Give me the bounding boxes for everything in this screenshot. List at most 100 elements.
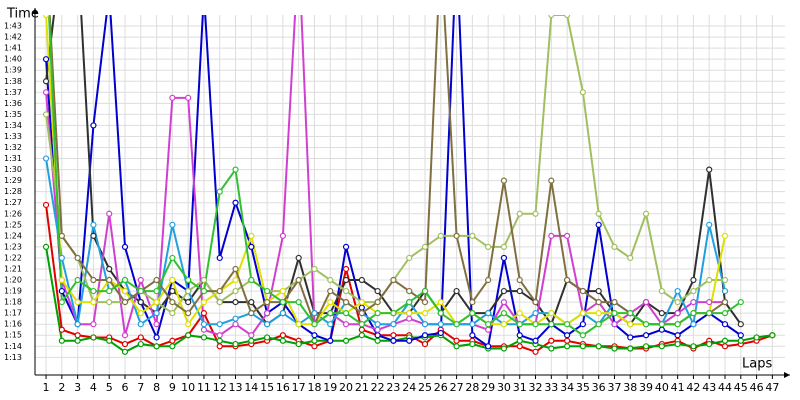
data-point bbox=[658, 326, 665, 333]
data-point bbox=[611, 299, 618, 306]
data-point bbox=[169, 310, 176, 317]
x-tick-label: 16 bbox=[276, 381, 290, 394]
data-point bbox=[74, 337, 81, 344]
data-point bbox=[706, 221, 713, 228]
x-tick-label: 5 bbox=[106, 381, 113, 394]
data-point bbox=[153, 321, 160, 328]
data-point bbox=[58, 299, 65, 306]
data-point bbox=[74, 332, 81, 339]
x-tick-label: 33 bbox=[544, 381, 558, 394]
x-tick-label: 28 bbox=[465, 381, 479, 394]
data-point bbox=[532, 210, 539, 217]
data-point bbox=[216, 337, 223, 344]
data-point bbox=[437, 232, 444, 239]
data-point bbox=[406, 299, 413, 306]
data-point bbox=[658, 343, 665, 350]
data-point bbox=[516, 310, 523, 317]
data-point bbox=[74, 299, 81, 306]
data-point bbox=[516, 337, 523, 344]
y-tick-label: 1:31 bbox=[4, 154, 22, 163]
data-point bbox=[658, 310, 665, 317]
data-point bbox=[627, 321, 634, 328]
data-point bbox=[564, 15, 571, 19]
data-point bbox=[200, 287, 208, 295]
data-point bbox=[737, 332, 744, 339]
data-point bbox=[169, 254, 176, 262]
x-tick-label: 44 bbox=[718, 381, 732, 394]
data-point bbox=[642, 343, 650, 350]
data-point bbox=[200, 310, 208, 317]
data-point bbox=[469, 332, 476, 339]
data-point bbox=[532, 321, 539, 328]
data-point bbox=[721, 310, 729, 317]
x-tick-label: 47 bbox=[765, 381, 779, 394]
data-point bbox=[121, 287, 129, 295]
data-point bbox=[500, 243, 508, 251]
data-point bbox=[200, 299, 208, 306]
data-point bbox=[421, 332, 429, 339]
data-point bbox=[674, 287, 681, 295]
data-point bbox=[311, 337, 318, 344]
data-point bbox=[564, 337, 571, 344]
data-point bbox=[516, 343, 523, 350]
y-tick-label: 1:19 bbox=[4, 287, 22, 296]
data-point bbox=[611, 321, 618, 328]
data-point bbox=[469, 321, 476, 328]
data-point bbox=[721, 321, 729, 328]
data-point bbox=[500, 321, 508, 328]
data-point bbox=[658, 287, 665, 295]
data-point bbox=[216, 332, 223, 339]
data-point bbox=[721, 232, 729, 239]
data-point bbox=[358, 332, 365, 339]
data-point bbox=[153, 276, 160, 284]
data-point bbox=[279, 337, 286, 344]
data-point bbox=[232, 199, 239, 206]
data-point bbox=[642, 299, 650, 306]
x-tick-label: 32 bbox=[529, 381, 543, 394]
data-point bbox=[690, 299, 697, 306]
data-point bbox=[453, 343, 460, 350]
data-point bbox=[279, 299, 286, 306]
y-tick-label: 1:39 bbox=[4, 66, 22, 75]
series-line bbox=[45, 15, 725, 315]
data-point bbox=[358, 299, 365, 306]
data-point bbox=[58, 326, 65, 333]
data-point bbox=[516, 276, 523, 284]
data-point bbox=[295, 299, 302, 306]
data-point bbox=[342, 337, 350, 344]
data-point bbox=[595, 321, 602, 328]
x-tick-label: 43 bbox=[702, 381, 716, 394]
data-point bbox=[248, 299, 255, 306]
data-point bbox=[42, 56, 50, 63]
data-point bbox=[121, 340, 129, 348]
data-point bbox=[106, 276, 113, 284]
y-axis-title: Time bbox=[6, 7, 39, 22]
y-tick-label: 1:37 bbox=[4, 88, 22, 97]
data-point bbox=[595, 299, 602, 306]
x-tick-label: 14 bbox=[244, 381, 258, 394]
data-point bbox=[327, 337, 334, 344]
data-point bbox=[406, 310, 413, 317]
data-point bbox=[264, 310, 271, 317]
data-point bbox=[374, 326, 381, 333]
data-point bbox=[311, 265, 318, 273]
y-tick-label: 1:26 bbox=[4, 209, 22, 218]
data-point bbox=[737, 321, 744, 328]
data-point bbox=[137, 321, 144, 328]
data-point bbox=[406, 254, 413, 262]
data-point bbox=[595, 210, 602, 217]
data-point bbox=[153, 310, 160, 317]
data-point bbox=[706, 310, 713, 317]
data-point bbox=[374, 321, 381, 328]
data-point bbox=[121, 299, 129, 306]
data-point bbox=[327, 287, 334, 295]
data-point bbox=[311, 343, 318, 350]
data-point bbox=[658, 321, 665, 328]
x-tick-label: 46 bbox=[750, 381, 764, 394]
data-point bbox=[232, 340, 239, 348]
data-point bbox=[690, 343, 697, 350]
data-point bbox=[437, 299, 444, 306]
data-point bbox=[469, 310, 476, 317]
data-point bbox=[690, 287, 697, 295]
data-point bbox=[358, 304, 365, 311]
